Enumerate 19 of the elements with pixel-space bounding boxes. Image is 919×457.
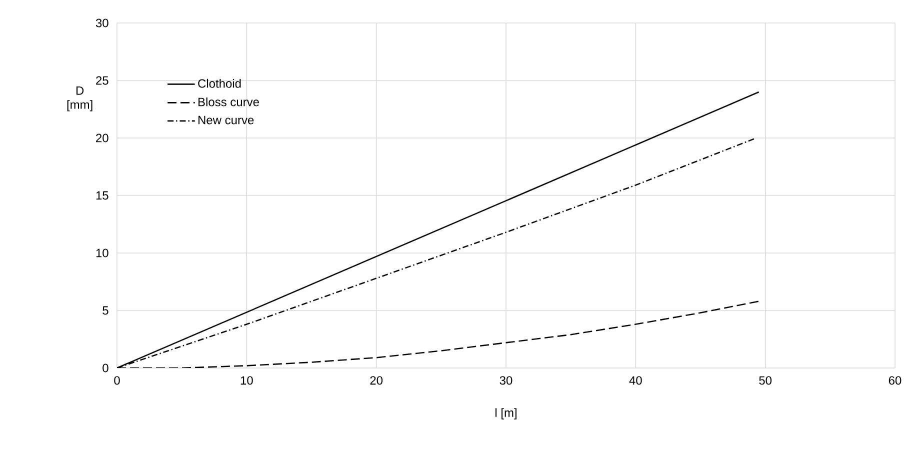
- x-tick-label: 30: [500, 376, 512, 385]
- x-tick-label: 20: [370, 376, 383, 385]
- y-axis-title: D [mm]: [67, 86, 92, 112]
- y-tick-label: 10: [96, 248, 108, 258]
- y-tick-label: 5: [102, 306, 108, 315]
- legend-label: Bloss curve: [198, 97, 259, 106]
- y-tick-label: 20: [96, 134, 108, 142]
- x-tick-label: 0: [114, 376, 120, 385]
- y-tick-label: 25: [96, 76, 108, 85]
- x-tick-label: 40: [629, 376, 642, 385]
- legend-label: Clothoid: [198, 78, 241, 88]
- y-tick-label: 15: [96, 191, 108, 200]
- x-axis-title: l [m]: [495, 408, 516, 420]
- y-tick-label: 30: [96, 18, 108, 28]
- legend-label: New curve: [198, 116, 254, 124]
- x-tick-label: 60: [888, 376, 902, 385]
- x-tick-label: 10: [240, 376, 253, 385]
- x-tick-label: 50: [759, 376, 772, 385]
- y-tick-label: 0: [102, 364, 108, 372]
